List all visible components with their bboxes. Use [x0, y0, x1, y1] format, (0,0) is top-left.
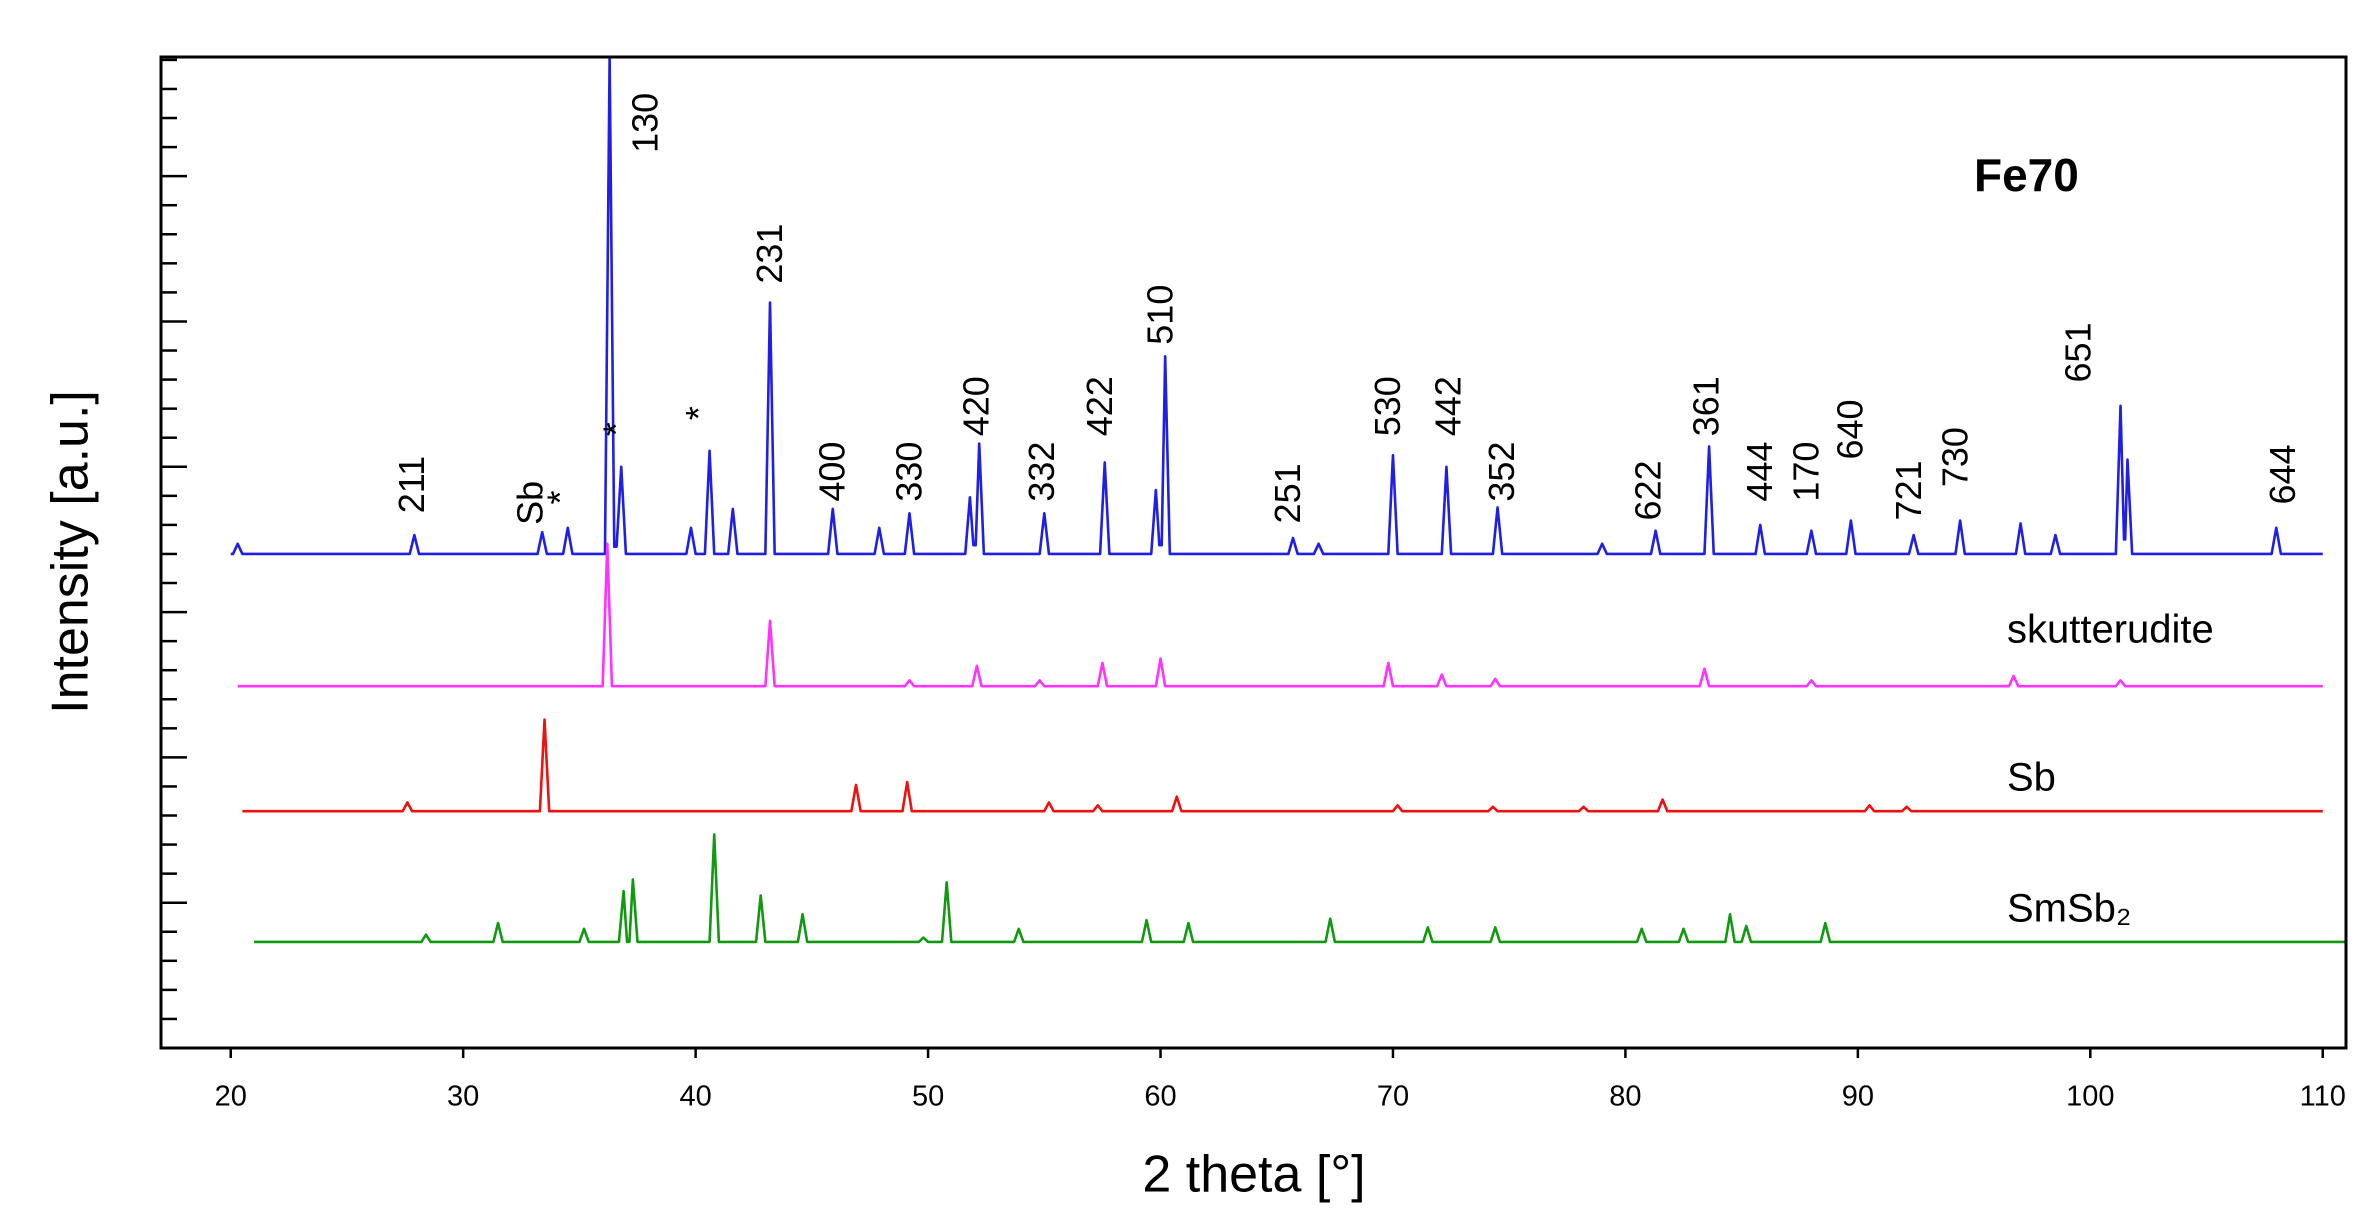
plot-frame	[159, 55, 2348, 1050]
x-tick-label: 100	[2066, 1081, 2114, 1113]
peak-annotation: 530	[1367, 376, 1408, 436]
peak-annotation: 330	[888, 442, 929, 502]
x-tick-label: 40	[679, 1081, 711, 1113]
peak-annotation: 130	[624, 93, 665, 153]
trace	[242, 718, 2323, 813]
x-tick-label: 60	[1144, 1081, 1176, 1113]
x-tick-label: 20	[215, 1081, 247, 1113]
peak-annotation: 730	[1934, 427, 1975, 487]
peak-annotation: 251	[1267, 463, 1308, 523]
series-label: skutterudite	[2007, 608, 2214, 652]
peak-annotation: 651	[2058, 322, 2099, 382]
peak-annotation: 400	[812, 442, 853, 502]
series-label: SmSb₂	[2007, 886, 2131, 930]
peak-annotation: 510	[1139, 285, 1180, 345]
peak-annotation: 422	[1079, 376, 1120, 436]
plot-area	[230, 57, 2346, 944]
x-tick-label: 80	[1609, 1081, 1641, 1113]
peak-annotation: 721	[1888, 460, 1929, 520]
peak-annotation: 352	[1481, 442, 1522, 502]
x-tick-label: 30	[447, 1081, 479, 1113]
peak-annotation: 640	[1830, 399, 1871, 459]
peak-annotation: 444	[1739, 442, 1780, 502]
peak-annotation: *	[540, 491, 581, 505]
trace	[253, 833, 2346, 944]
x-tick-label: 90	[1842, 1081, 1874, 1113]
peak-annotation: 231	[749, 224, 790, 284]
x-tick-label: 70	[1377, 1081, 1409, 1113]
peak-annotation: Sb	[509, 481, 550, 525]
x-tick-label: 110	[2300, 1081, 2346, 1113]
peak-annotation: 644	[2262, 444, 2303, 504]
peak-annotation: 420	[956, 376, 997, 436]
peak-annotation: 622	[1627, 460, 1668, 520]
series-label: Fe70	[1974, 149, 2079, 201]
peak-annotation: *	[595, 422, 636, 436]
peak-annotation: 211	[391, 456, 432, 513]
x-axis-title: 2 theta [°]	[1142, 1146, 1365, 1204]
y-axis-title: Intensity [a.u.]	[42, 390, 100, 714]
x-tick-label: 50	[912, 1081, 944, 1113]
peak-annotation: 442	[1428, 376, 1469, 436]
peak-annotation: 361	[1686, 376, 1727, 436]
series-label: Sb	[2007, 756, 2056, 800]
trace	[230, 57, 2323, 556]
trace	[237, 542, 2323, 688]
peak-annotation: 170	[1786, 442, 1827, 502]
peak-annotation: 332	[1021, 442, 1062, 502]
peak-annotation: *	[678, 406, 719, 420]
